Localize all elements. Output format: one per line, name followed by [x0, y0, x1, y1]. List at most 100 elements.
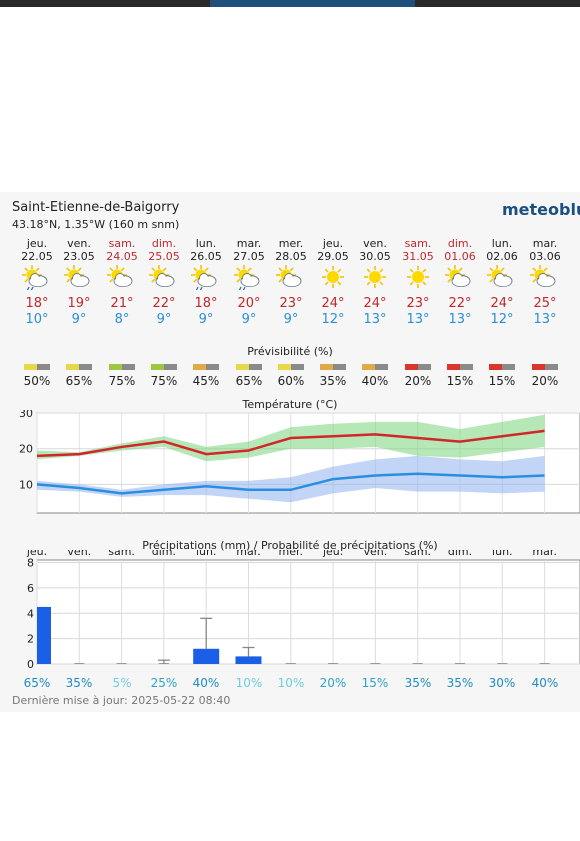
temp-min: 12°: [490, 312, 514, 327]
precip-y-tick: 4: [27, 607, 34, 620]
brand-logo[interactable]: meteoblu: [502, 200, 580, 219]
predictability-value: 75%: [150, 374, 178, 388]
sun-cloud-icon: [530, 265, 556, 287]
predictability-value: 35%: [319, 374, 347, 388]
temp-min-line: [36, 472, 545, 495]
day-name: dim.: [151, 237, 177, 250]
sun-cloud-icon: [487, 265, 513, 287]
day-name: jeu.: [322, 237, 344, 250]
predictability-value: 20%: [531, 374, 559, 388]
precipitation-probability: 65%: [23, 676, 51, 690]
precip-x-label: sam.: [404, 550, 431, 558]
predictability-value: 20%: [404, 374, 432, 388]
precip-x-label: dim.: [448, 550, 472, 558]
precip-y-tick: 2: [27, 633, 34, 646]
predictability-title: Prévisibilité (%): [247, 345, 333, 358]
sun-cloud-icon: [149, 265, 175, 287]
sun-cloud-icon: [445, 265, 471, 287]
temp-max: 18°: [25, 296, 49, 311]
sun-icon: [322, 266, 344, 288]
predictability-value: 15%: [488, 374, 516, 388]
precipitation-probability: 30%: [488, 676, 516, 690]
day-date: 24.05: [106, 250, 138, 263]
sun-icon: [407, 266, 429, 288]
last-update: Dernière mise à jour: 2025-05-22 08:40: [12, 694, 231, 707]
day-name: lun.: [195, 237, 217, 250]
temp-max: 20°: [237, 296, 261, 311]
day-name: mar.: [532, 237, 558, 250]
precip-x-label: sam.: [108, 550, 135, 558]
precip-x-label: jeu.: [26, 550, 47, 558]
temp-y-tick: 30: [19, 410, 33, 420]
day-name: dim.: [447, 237, 473, 250]
day-date: 01.06: [444, 250, 476, 263]
precip-bar: [193, 648, 220, 664]
day-date: 28.05: [275, 250, 307, 263]
sun-cloud-rain-icon: [191, 265, 217, 290]
browser-top-bar-accent: [210, 0, 415, 7]
precip-x-label: jeu.: [322, 550, 343, 558]
day-name: sam.: [108, 237, 136, 250]
temp-max: 23°: [279, 296, 303, 311]
temp-max: 21°: [110, 296, 134, 311]
sun-cloud-icon: [64, 265, 90, 287]
precip-bar: [235, 656, 262, 664]
precipitation-probability: 35%: [404, 676, 432, 690]
day-date: 29.05: [317, 250, 349, 263]
sun-cloud-icon: [107, 265, 133, 287]
temp-max: 23°: [406, 296, 430, 311]
predictability-bar: [405, 364, 431, 370]
precipitation-probability: 5%: [112, 676, 132, 690]
predictability-bar: [278, 364, 304, 370]
temp-max: 22°: [448, 296, 472, 311]
predictability-value: 50%: [23, 374, 51, 388]
temp-max: 18°: [194, 296, 218, 311]
day-date: 26.05: [190, 250, 222, 263]
temperature-chart: 10 20 30: [19, 410, 580, 514]
weather-widget: Saint-Etienne-de-Baigorry 43.18°N, 1.35°…: [0, 192, 580, 712]
precip-error-bar: [157, 659, 170, 664]
predictability-value: 65%: [235, 374, 263, 388]
predictability-bar: [236, 364, 262, 370]
temperature-title: Température (°C): [242, 398, 338, 411]
temp-min: 9°: [156, 312, 172, 327]
location-coordinates: 43.18°N, 1.35°W (160 m snm): [12, 218, 180, 231]
temp-min: 10°: [25, 312, 49, 327]
day-date: 23.05: [63, 250, 95, 263]
sun-icon: [364, 266, 386, 288]
precipitation-probability: 10%: [235, 676, 263, 690]
temp-min: 9°: [283, 312, 299, 327]
precipitation-probability: 15%: [361, 676, 389, 690]
precipitation-probability: 10%: [277, 676, 305, 690]
temp-y-tick: 10: [19, 478, 33, 491]
day-date: 25.05: [148, 250, 180, 263]
temp-min: 13°: [363, 312, 387, 327]
precipitation-probability: 20%: [319, 676, 347, 690]
day-date: 22.05: [21, 250, 53, 263]
day-name: ven.: [363, 237, 387, 250]
temp-max: 22°: [152, 296, 176, 311]
day-date: 27.05: [233, 250, 265, 263]
day-name: sam.: [404, 237, 432, 250]
precipitation-probability: 40%: [531, 676, 559, 690]
day-name: mar.: [236, 237, 262, 250]
precip-y-tick: 0: [27, 658, 34, 671]
precip-x-label: mer.: [279, 550, 304, 558]
precip-x-label: dim.: [152, 550, 176, 558]
temp-max: 19°: [67, 296, 91, 311]
predictability-bar: [320, 364, 346, 370]
predictability-bar: [532, 364, 558, 370]
temp-y-tick: 20: [19, 443, 33, 456]
temp-min: 9°: [71, 312, 87, 327]
precipitation-probability: 25%: [150, 676, 178, 690]
day-date: 02.06: [486, 250, 518, 263]
temp-min: 13°: [406, 312, 430, 327]
precipitation-title: Précipitations (mm) / Probabilité de pré…: [142, 539, 438, 552]
day-date: 30.05: [359, 250, 391, 263]
day-date: 31.05: [402, 250, 434, 263]
precip-error-bar: [200, 617, 213, 649]
day-name: lun.: [491, 237, 513, 250]
precipitation-probability: 35%: [65, 676, 93, 690]
temp-max: 24°: [321, 296, 345, 311]
